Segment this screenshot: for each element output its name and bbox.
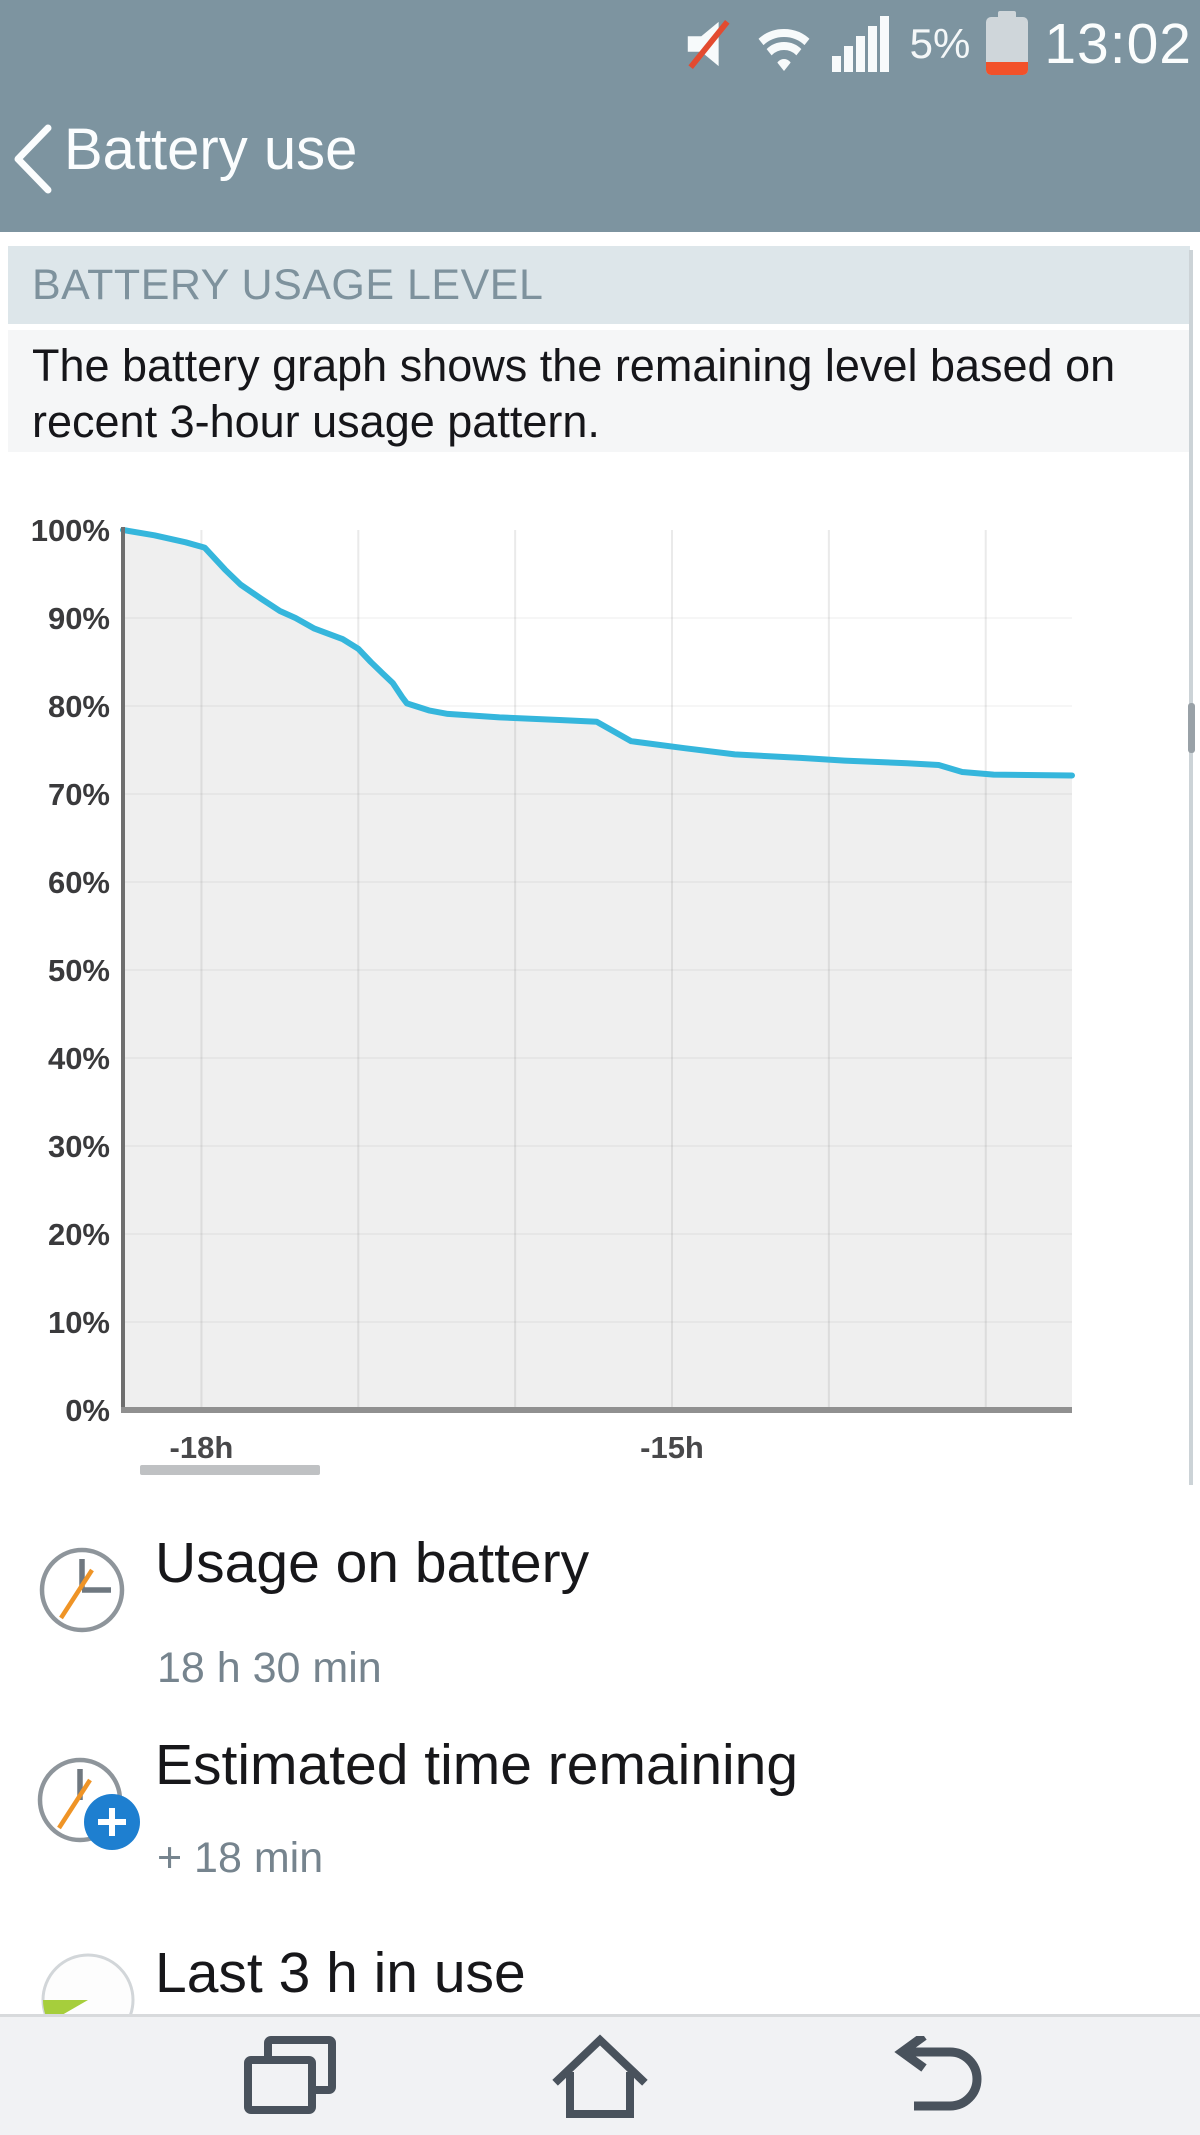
page-title: Battery use (64, 117, 358, 182)
y-tick-label: 0% (65, 1393, 110, 1428)
list-item-title: Last 3 h in use (155, 1941, 526, 2005)
clock-text: 13:02 (1044, 12, 1192, 76)
chart-area-fill (123, 530, 1072, 1410)
home-button[interactable] (545, 2017, 655, 2135)
x-tick-label: -15h (640, 1430, 704, 1465)
y-tick-label: 70% (48, 777, 110, 812)
section-header: BATTERY USAGE LEVEL (8, 246, 1190, 324)
chart-horizontal-scrollbar[interactable] (140, 1465, 320, 1475)
y-tick-label: 80% (48, 689, 110, 724)
top-bar: 5% 13:02 Battery use (0, 0, 1200, 232)
section-header-label: BATTERY USAGE LEVEL (32, 260, 544, 309)
list-item-value: + 18 min (157, 1834, 324, 1882)
navigation-bar (0, 2017, 1200, 2135)
wifi-icon (749, 29, 818, 71)
recents-icon (244, 2036, 336, 2114)
y-tick-label: 40% (48, 1041, 110, 1076)
home-icon (552, 2034, 648, 2118)
clock-plus-icon (37, 1757, 140, 1850)
pie-chart-icon (41, 1953, 135, 2015)
y-tick-label: 90% (48, 601, 110, 636)
header: Battery use (0, 88, 1200, 232)
battery-icon (986, 11, 1029, 75)
battery-percent-text: 5% (909, 20, 971, 67)
y-tick-label: 10% (48, 1305, 110, 1340)
x-tick-label: -18h (170, 1430, 234, 1465)
y-tick-label: 60% (48, 865, 110, 900)
back-icon (894, 2036, 982, 2111)
list-item-title: Usage on battery (155, 1531, 590, 1595)
recents-button[interactable] (235, 2017, 345, 2135)
y-tick-label: 50% (48, 953, 110, 988)
list-item-value: 18 h 30 min (157, 1644, 382, 1692)
y-tick-label: 30% (48, 1129, 110, 1164)
back-chevron-icon[interactable] (10, 122, 56, 196)
section-description: The battery graph shows the remaining le… (8, 330, 1190, 452)
mute-icon (687, 20, 730, 69)
battery-level-line (120, 527, 1075, 779)
clock-icon (39, 1547, 125, 1633)
page-scrollbar-thumb[interactable] (1188, 703, 1195, 753)
list-item-title: Estimated time remaining (155, 1733, 799, 1797)
status-bar[interactable]: 5% 13:02 (682, 0, 1192, 88)
signal-strength-icon (831, 16, 889, 72)
y-tick-label: 100% (31, 513, 110, 548)
page-scrollbar-track[interactable] (1189, 250, 1193, 1485)
y-tick-label: 20% (48, 1217, 110, 1252)
list-navbar-divider (0, 2014, 1200, 2017)
battery-level-chart[interactable]: 100% 90% 80% 70% 60% 50% 40% 30% 20% 10% 0% -18h -15… (0, 470, 1200, 1490)
back-button[interactable] (885, 2017, 995, 2135)
